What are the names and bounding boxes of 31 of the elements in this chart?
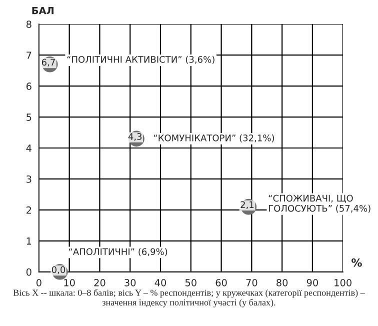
y-tick-label: 3 bbox=[26, 175, 32, 183]
y-tick-label: 5 bbox=[26, 114, 32, 121]
data-label: 2,1 bbox=[240, 201, 254, 209]
y-tick-label: 8 bbox=[26, 20, 32, 28]
data-label: 0,0 bbox=[52, 266, 66, 274]
y-tick-label: 7 bbox=[26, 52, 32, 59]
x-tick-label: 40 bbox=[154, 279, 166, 286]
y-axis-title: БАЛ bbox=[32, 7, 54, 14]
y-tick-label: 2 bbox=[26, 206, 32, 214]
data-label: 6,7 bbox=[42, 58, 55, 67]
annotation: “ПОЛІТИЧНІ АКТИВІСТИ” (3,6%) bbox=[67, 56, 214, 64]
text: Вісь X -- шкала: 0–8 балів; вісь Y – % респондентів; у кружечках (категорії респондентів) – значення індексу політичної участі (у балах). bbox=[13, 289, 365, 308]
x-tick-label: 60 bbox=[216, 279, 227, 286]
annotation: “АПОЛІТИЧНІ” (6,9%) bbox=[69, 248, 168, 256]
y-tick-label: 1 bbox=[26, 238, 32, 245]
x-tick-label: 20 bbox=[94, 279, 106, 286]
annotation: “СПОЖИВАЧІ, ЩО ГОЛОСУЮТЬ” (57,4%) bbox=[268, 194, 370, 213]
data-label: 4,3 bbox=[128, 133, 142, 141]
x-axis-title: % bbox=[352, 258, 362, 267]
x-tick-label: 90 bbox=[306, 279, 318, 286]
x-tick-label: 80 bbox=[276, 279, 288, 286]
x-tick-label: 70 bbox=[246, 279, 258, 286]
y-tick-label: 6 bbox=[26, 82, 32, 90]
x-tick-label: 30 bbox=[124, 279, 136, 286]
y-tick-label: 0 bbox=[26, 268, 32, 276]
y-tick-label: 4 bbox=[26, 144, 32, 152]
x-tick-label: 0 bbox=[36, 279, 42, 286]
x-tick-label: 50 bbox=[185, 279, 196, 286]
x-tick-label: 100 bbox=[334, 279, 352, 286]
x-tick-label: 10 bbox=[64, 279, 75, 286]
annotation: “КОМУНІКАТОРИ” (32,1%) bbox=[154, 134, 274, 142]
